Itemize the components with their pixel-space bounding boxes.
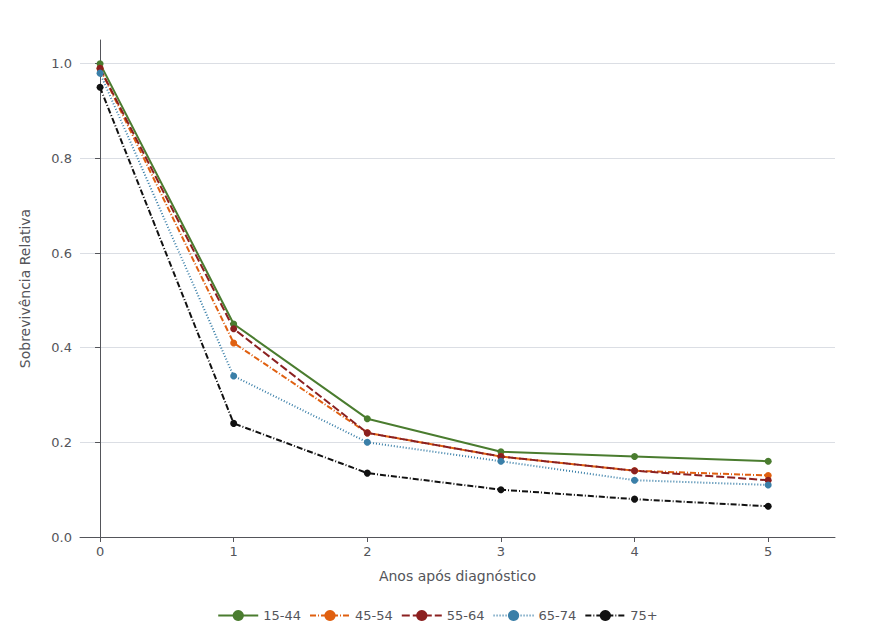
svg-text:1.0: 1.0 [51, 56, 72, 71]
svg-text:45-54: 45-54 [355, 608, 393, 623]
svg-text:3: 3 [497, 544, 505, 559]
svg-text:2: 2 [363, 544, 371, 559]
svg-text:65-74: 65-74 [539, 608, 577, 623]
svg-text:15-44: 15-44 [263, 608, 301, 623]
svg-text:Sobrevivência Relativa: Sobrevivência Relativa [17, 209, 33, 368]
svg-text:0.2: 0.2 [51, 435, 72, 450]
svg-text:0.6: 0.6 [51, 246, 72, 261]
svg-text:0: 0 [96, 544, 104, 559]
svg-text:0.8: 0.8 [51, 151, 72, 166]
svg-text:5: 5 [764, 544, 772, 559]
svg-text:55-64: 55-64 [447, 608, 485, 623]
svg-text:0.0: 0.0 [51, 530, 72, 545]
svg-text:1: 1 [230, 544, 238, 559]
svg-text:4: 4 [630, 544, 638, 559]
svg-text:75+: 75+ [630, 608, 657, 623]
svg-text:0.4: 0.4 [51, 340, 72, 355]
svg-text:Anos após diagnóstico: Anos após diagnóstico [379, 568, 536, 584]
